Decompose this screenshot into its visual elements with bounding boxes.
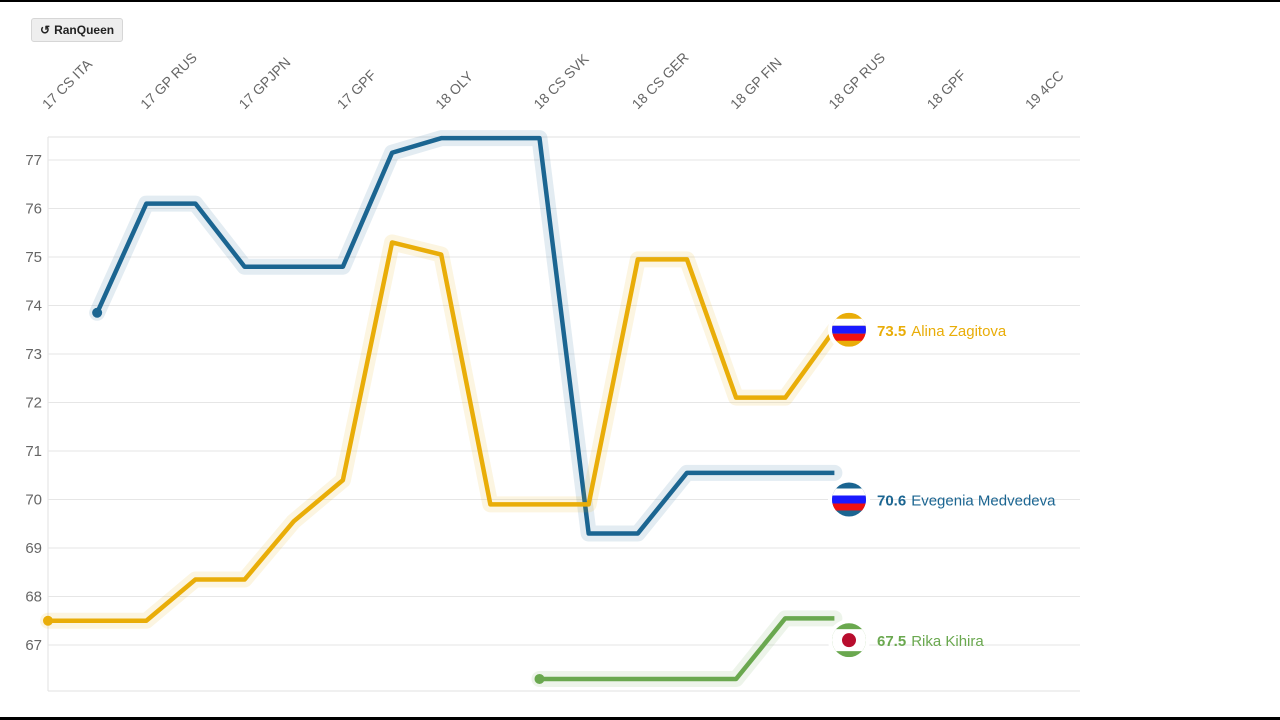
series-label-value: 67.5: [877, 633, 906, 650]
series-line-0: [95, 135, 835, 536]
x-tick-label: 18 GPF: [924, 67, 969, 112]
y-tick-label: 69: [25, 540, 42, 557]
x-tick-label: 17 GPF: [334, 67, 379, 112]
x-tick-label: 17 GPJPN: [235, 54, 293, 112]
russia-flag-icon: [832, 312, 866, 347]
y-tick-label: 72: [25, 395, 42, 412]
rotate-ccw-icon: ↺: [40, 23, 51, 37]
y-tick-label: 77: [25, 152, 42, 169]
x-tick-label: 19 4CC: [1022, 67, 1067, 112]
x-tick-label: 18 CS GER: [629, 49, 692, 112]
flag-red: [832, 333, 866, 341]
flag-white: [832, 488, 866, 496]
flag-blue: [832, 495, 866, 504]
y-tick-label: 76: [25, 201, 42, 218]
data-point: [534, 673, 545, 684]
series-label-value: 70.6: [877, 493, 906, 510]
y-tick-label: 70: [25, 492, 42, 509]
series-label: 73.5 Alina Zagitova: [877, 323, 1007, 340]
series-line-2: [539, 616, 835, 682]
flag-red: [832, 503, 866, 511]
series-label: 67.5 Rika Kihira: [877, 633, 984, 650]
series-label-name: Alina Zagitova: [911, 323, 1007, 340]
flag-white: [832, 318, 866, 326]
x-tick-label: 18 OLY: [432, 68, 477, 113]
x-tick-label: 17 GP RUS: [137, 49, 200, 112]
flag-blue: [832, 325, 866, 334]
y-tick-label: 67: [25, 637, 42, 654]
series-glow: [40, 234, 843, 629]
top-border: [0, 0, 1280, 2]
x-tick-label: 18 GP RUS: [825, 49, 888, 112]
y-tick-label: 75: [25, 249, 42, 266]
x-tick-label: 18 CS SVK: [530, 50, 592, 112]
japan-flag-icon: [832, 623, 866, 658]
y-tick-label: 74: [25, 298, 42, 315]
series-label-name: Rika Kihira: [911, 633, 984, 650]
y-tick-label: 68: [25, 589, 42, 606]
series-label: 70.6 Evegenia Medvedeva: [877, 493, 1056, 510]
x-tick-label: 17 CS ITA: [39, 55, 96, 112]
series-glow: [531, 610, 843, 687]
y-tick-label: 73: [25, 346, 42, 363]
flag-sun: [842, 633, 856, 648]
data-point: [43, 615, 53, 626]
x-tick-label: 18 GP FIN: [727, 54, 785, 112]
series-label-name: Evegenia Medvedeva: [911, 493, 1056, 510]
russia-flag-icon: [832, 482, 866, 517]
data-point: [92, 307, 103, 318]
button-label: RanQueen: [54, 23, 115, 37]
series-line-1: [48, 240, 837, 623]
bottom-border: [0, 717, 1280, 720]
ranqueen-button[interactable]: ↺ RanQueen: [31, 18, 124, 42]
series-label-value: 73.5: [877, 323, 906, 340]
y-tick-label: 71: [25, 443, 42, 460]
